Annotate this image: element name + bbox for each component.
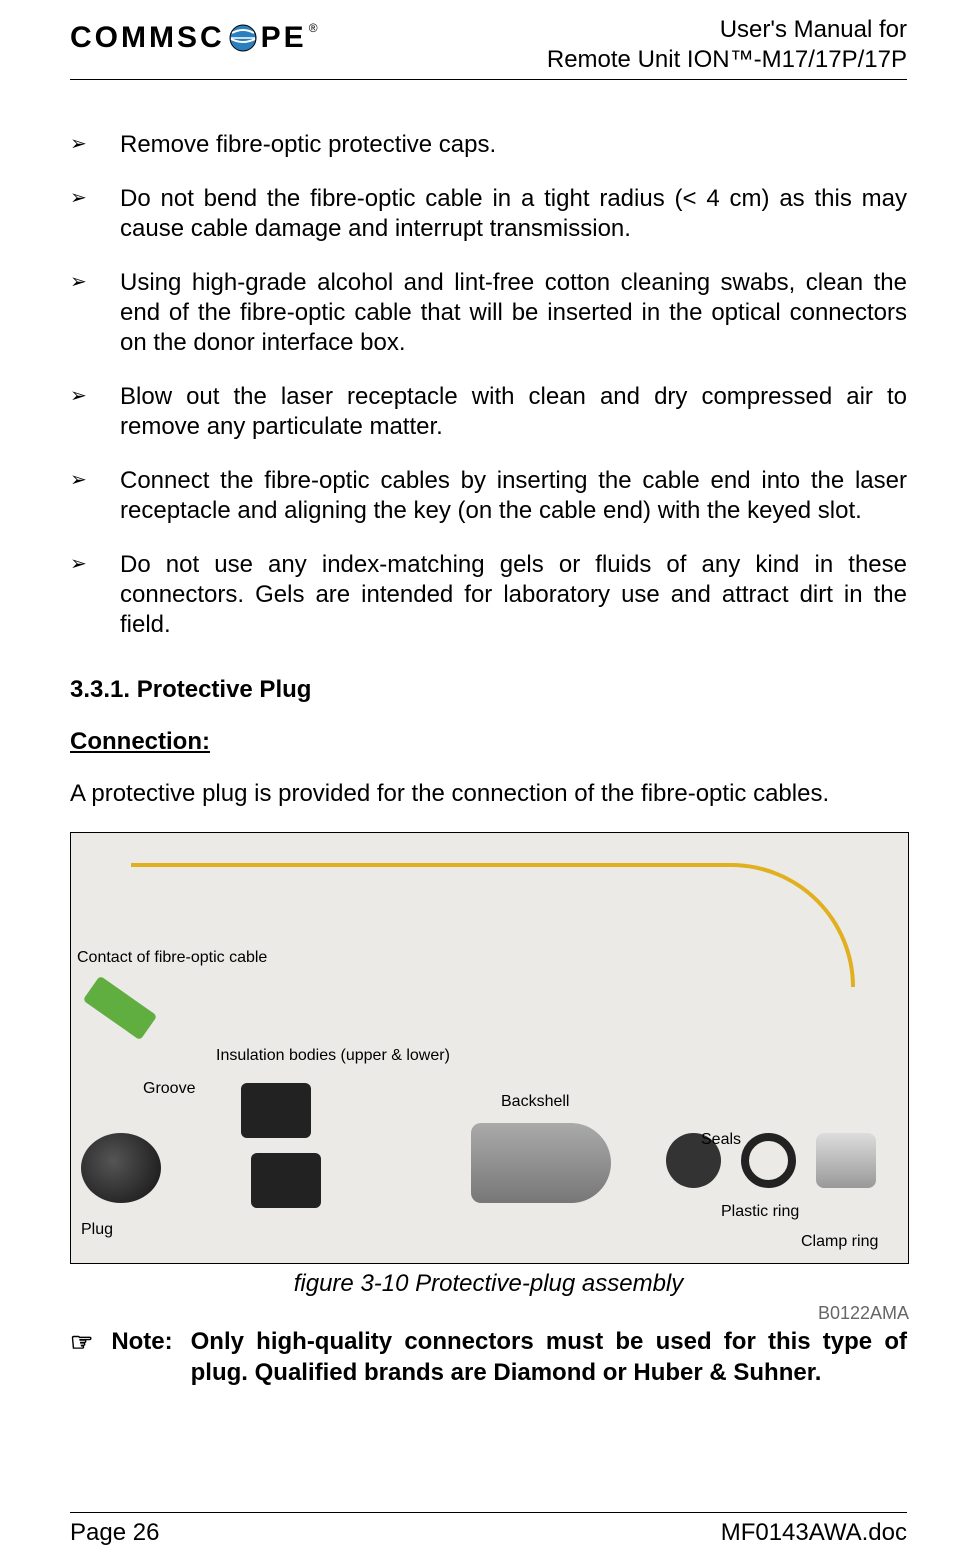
list-item-text: Do not use any index-matching gels or fl…	[120, 550, 907, 640]
chevron-right-icon: ➢	[70, 382, 90, 442]
list-item: ➢ Blow out the laser receptacle with cle…	[70, 382, 907, 442]
registered-icon: ®	[309, 21, 318, 35]
chevron-right-icon: ➢	[70, 130, 90, 160]
plug-shape	[81, 1133, 161, 1203]
globe-icon	[228, 23, 258, 53]
figure-label-insulation: Insulation bodies (upper & lower)	[216, 1047, 450, 1065]
clamp-ring-shape	[816, 1133, 876, 1188]
backshell-shape	[471, 1123, 611, 1203]
figure-image: Contact of fibre-optic cable Groove Insu…	[70, 832, 909, 1264]
plastic-ring-shape	[741, 1133, 796, 1188]
figure-label-clamp-ring: Clamp ring	[801, 1233, 878, 1251]
insulation-shape	[251, 1153, 321, 1208]
page-body: ➢ Remove fibre-optic protective caps. ➢ …	[70, 80, 907, 1462]
note-text: Only high-quality connectors must be use…	[191, 1326, 907, 1388]
cable-shape	[131, 863, 855, 987]
figure-label-contact: Contact of fibre-optic cable	[77, 949, 267, 967]
logo-text-left: COMMSC	[70, 21, 225, 55]
list-item-text: Do not bend the fibre-optic cable in a t…	[120, 184, 907, 244]
bullet-list: ➢ Remove fibre-optic protective caps. ➢ …	[70, 130, 907, 640]
list-item: ➢ Connect the fibre-optic cables by inse…	[70, 466, 907, 526]
page-header: COMMSC PE ® User's Manual for Remote Uni…	[70, 15, 907, 80]
hand-point-icon: ☞	[70, 1326, 93, 1388]
insulation-shape	[241, 1083, 311, 1138]
figure-label-backshell: Backshell	[501, 1093, 569, 1111]
title-line-1: User's Manual for	[547, 15, 907, 45]
section-intro: A protective plug is provided for the co…	[70, 780, 907, 808]
section-heading: 3.3.1. Protective Plug	[70, 676, 907, 704]
note-block: ☞ Note: Only high-quality connectors mus…	[70, 1326, 907, 1388]
note-label: Note:	[111, 1326, 172, 1388]
figure-label-seals: Seals	[701, 1131, 741, 1149]
figure-label-groove: Groove	[143, 1080, 195, 1098]
brand-logo: COMMSC PE ®	[70, 15, 318, 55]
chevron-right-icon: ➢	[70, 466, 90, 526]
chevron-right-icon: ➢	[70, 550, 90, 640]
figure-container: Contact of fibre-optic cable Groove Insu…	[70, 832, 907, 1298]
page-footer: Page 26 MF0143AWA.doc	[70, 1512, 907, 1547]
figure-label-plastic-ring: Plastic ring	[721, 1203, 799, 1221]
figure-caption: figure 3-10 Protective-plug assembly	[70, 1270, 907, 1298]
title-line-2: Remote Unit ION™-M17/17P/17P	[547, 45, 907, 75]
list-item: ➢ Do not use any index-matching gels or …	[70, 550, 907, 640]
document-page: COMMSC PE ® User's Manual for Remote Uni…	[0, 0, 977, 1567]
page-number: Page 26	[70, 1519, 159, 1547]
list-item-text: Using high-grade alcohol and lint-free c…	[120, 268, 907, 358]
sub-heading: Connection:	[70, 728, 907, 756]
document-title: User's Manual for Remote Unit ION™-M17/1…	[547, 15, 907, 75]
list-item-text: Blow out the laser receptacle with clean…	[120, 382, 907, 442]
list-item: ➢ Using high-grade alcohol and lint-free…	[70, 268, 907, 358]
document-filename: MF0143AWA.doc	[721, 1519, 907, 1547]
chevron-right-icon: ➢	[70, 268, 90, 358]
figure-label-plug: Plug	[81, 1221, 113, 1239]
list-item: ➢ Remove fibre-optic protective caps.	[70, 130, 907, 160]
chevron-right-icon: ➢	[70, 184, 90, 244]
list-item-text: Connect the fibre-optic cables by insert…	[120, 466, 907, 526]
list-item-text: Remove fibre-optic protective caps.	[120, 130, 907, 160]
list-item: ➢ Do not bend the fibre-optic cable in a…	[70, 184, 907, 244]
figure-code: B0122AMA	[818, 1303, 909, 1324]
logo-text-right: PE	[261, 21, 307, 55]
